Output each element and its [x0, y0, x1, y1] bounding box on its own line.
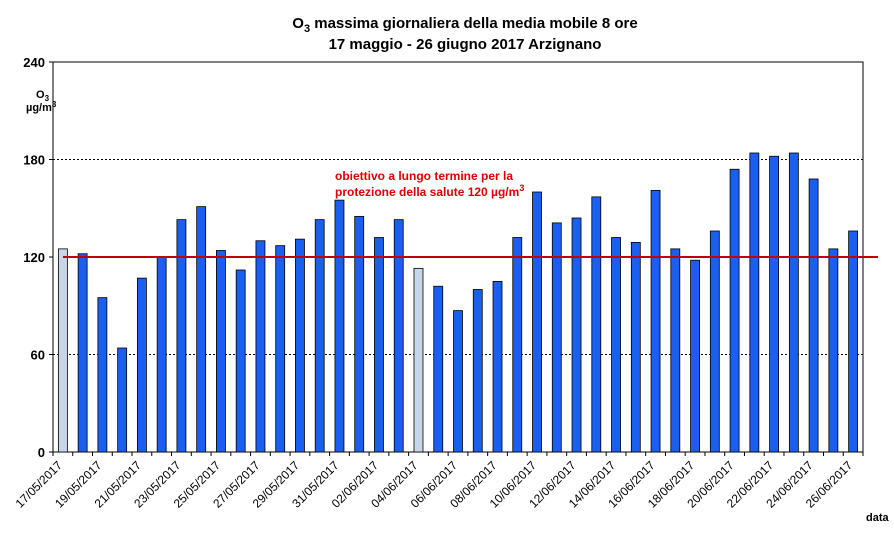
y-tick-label: 0: [38, 445, 45, 460]
bar-24/05/2017: [196, 206, 207, 453]
y-tick-label: 180: [23, 153, 45, 168]
bar-23/05/2017: [176, 219, 187, 453]
bar-21/06/2017: [749, 152, 760, 453]
bar-11/06/2017: [551, 222, 562, 453]
chart-title: O3 massima giornaliera della media mobil…: [292, 15, 637, 35]
bar-05/06/2017: [433, 285, 444, 453]
bar-07/06/2017: [472, 289, 483, 453]
threshold-label-line1: obiettivo a lungo termine per la: [335, 169, 513, 183]
bar-10/06/2017: [532, 191, 542, 453]
bar-14/06/2017: [611, 237, 621, 453]
bar-09/06/2017: [512, 237, 523, 453]
bar-02/06/2017: [374, 237, 384, 453]
bar-17/06/2017: [670, 248, 681, 453]
bar-20/06/2017: [729, 168, 740, 453]
bar-18/05/2017: [77, 253, 88, 453]
bar-28/05/2017: [275, 245, 286, 453]
bar-23/06/2017: [788, 152, 799, 453]
bar-12/06/2017: [571, 217, 582, 453]
y-axis-unit: µg/m3: [26, 100, 57, 114]
bar-20/05/2017: [117, 347, 128, 453]
x-axis-label: data: [866, 512, 890, 524]
bar-27/05/2017: [255, 240, 266, 453]
bar-26/05/2017: [235, 269, 246, 453]
bar-06/06/2017: [453, 310, 463, 453]
bar-13/06/2017: [591, 196, 602, 453]
bar-16/06/2017: [650, 189, 661, 453]
threshold-label-line2: protezione della salute 120 µg/m3: [335, 183, 524, 199]
bar-22/05/2017: [156, 256, 167, 453]
bar-17/05/2017: [57, 248, 68, 453]
bar-24/06/2017: [808, 178, 819, 453]
bar-01/06/2017: [354, 215, 365, 453]
bar-22/06/2017: [769, 155, 779, 453]
bar-04/06/2017: [413, 267, 424, 453]
y-tick-label: 60: [31, 348, 45, 363]
bar-19/06/2017: [709, 230, 720, 453]
bar-25/06/2017: [828, 248, 839, 453]
bar-03/06/2017: [393, 219, 404, 453]
bar-18/06/2017: [690, 259, 700, 453]
bar-08/06/2017: [492, 280, 503, 453]
bar-30/05/2017: [314, 219, 325, 453]
y-tick-label: 240: [23, 55, 45, 70]
bar-25/05/2017: [216, 250, 226, 453]
bar-19/05/2017: [97, 297, 108, 453]
bar-29/05/2017: [295, 238, 305, 453]
bar-31/05/2017: [334, 199, 345, 453]
bars: [57, 152, 859, 453]
x-axis-ticks: 17/05/201719/05/201721/05/201723/05/2017…: [13, 452, 864, 511]
y-tick-label: 120: [23, 250, 45, 265]
y-axis-ticks: 0 60 120 180 240: [23, 55, 53, 460]
chart-subtitle: 17 maggio - 26 giugno 2017 Arzignano: [329, 36, 602, 53]
bar-21/05/2017: [137, 277, 147, 453]
y-axis-label: O3: [36, 89, 50, 103]
bar-26/06/2017: [848, 230, 859, 453]
bar-15/06/2017: [630, 241, 641, 453]
